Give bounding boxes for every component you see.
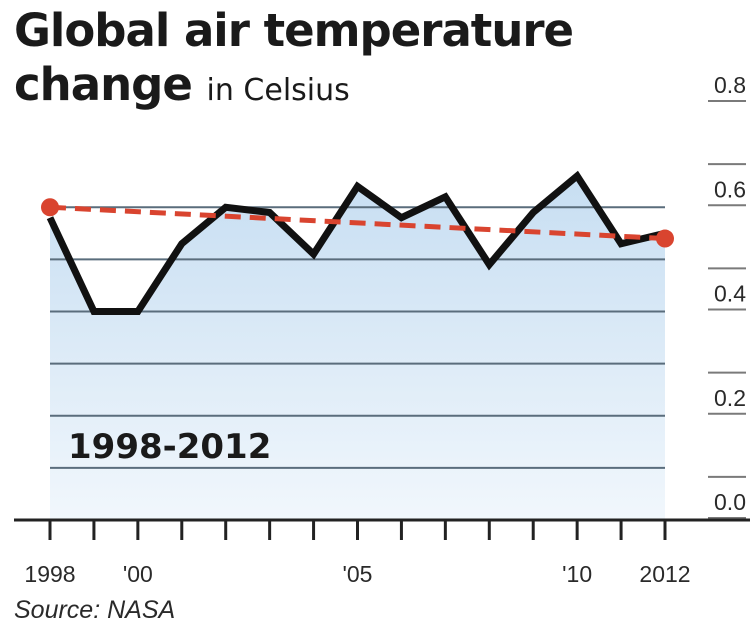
chart-title-line2: change in Celsius bbox=[14, 58, 573, 118]
x-tick-label: '05 bbox=[343, 561, 373, 587]
x-tick-label: 1998 bbox=[24, 561, 75, 587]
y-tick-label: 0.6 bbox=[714, 176, 746, 202]
x-tick-label: 2012 bbox=[639, 561, 690, 587]
chart-title-change: change bbox=[14, 58, 193, 111]
y-tick-label: 0.4 bbox=[714, 281, 746, 307]
axes: 0.0 0.2 0.4 0.6 0.8 1998 '00 '05 '10 2012 bbox=[14, 72, 750, 587]
x-tick-label: '00 bbox=[123, 561, 153, 587]
area-fill bbox=[50, 175, 665, 520]
series-line bbox=[46, 170, 666, 315]
y-tick-label: 0.2 bbox=[714, 385, 746, 411]
chart-title-block: Global air temperature change in Celsius bbox=[14, 4, 574, 118]
y-tick-label: 0.0 bbox=[714, 489, 746, 515]
plot-area bbox=[41, 170, 674, 520]
chart-title: Global air temperature bbox=[14, 4, 574, 57]
trend-start-point bbox=[41, 198, 59, 217]
chart-subtitle: in Celsius bbox=[206, 73, 350, 108]
source-note: Source: NASA bbox=[14, 596, 176, 624]
trend-line bbox=[49, 204, 666, 242]
x-tick-label: '10 bbox=[562, 561, 592, 587]
y-tick-label: 0.8 bbox=[714, 72, 746, 98]
period-annotation: 1998-2012 bbox=[68, 427, 271, 467]
trend-end-point bbox=[656, 229, 674, 248]
